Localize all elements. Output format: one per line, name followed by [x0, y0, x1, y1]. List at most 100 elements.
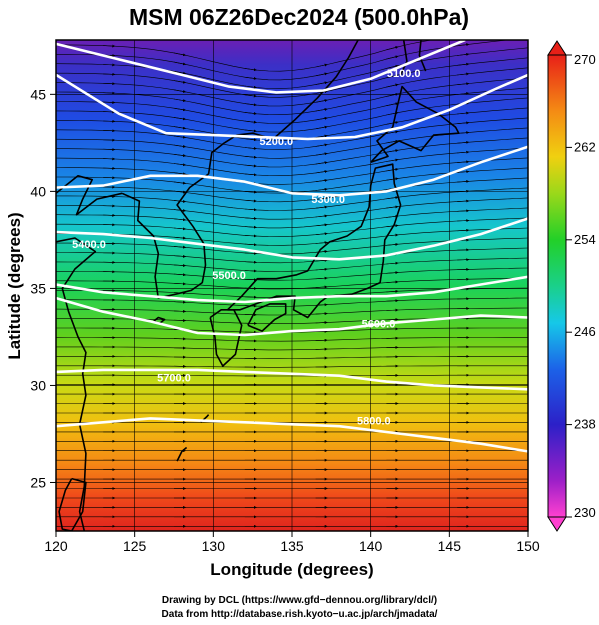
- wind-arrow: [244, 208, 257, 212]
- wind-arrow: [244, 251, 257, 255]
- wind-arrow: [244, 286, 257, 290]
- wind-arrow: [315, 312, 328, 316]
- wind-arrow: [386, 308, 399, 312]
- coastline: [418, 40, 427, 72]
- streamline: [56, 87, 528, 124]
- wind-arrow: [173, 107, 187, 112]
- coastline: [209, 309, 243, 367]
- wind-arrow: [244, 94, 257, 98]
- wind-arrow: [244, 85, 257, 89]
- streamline: [56, 40, 434, 72]
- wind-arrow: [386, 74, 399, 79]
- streamline: [56, 187, 528, 211]
- streamline: [56, 77, 528, 116]
- wind-arrow: [103, 82, 116, 86]
- wind-arrow: [315, 267, 328, 271]
- wind-arrow: [103, 44, 116, 48]
- wind-arrow: [386, 224, 399, 228]
- wind-arrow: [315, 214, 328, 218]
- wind-arrow: [244, 304, 257, 308]
- wind-arrow: [173, 264, 187, 268]
- wind-arrow: [315, 205, 328, 209]
- x-tick-label: 140: [359, 538, 383, 554]
- wind-arrow: [457, 62, 470, 66]
- colorbar-tick-label: 238: [574, 417, 596, 432]
- wind-arrow: [386, 111, 399, 116]
- wind-arrow: [386, 92, 399, 97]
- wind-arrow: [386, 233, 399, 237]
- wind-arrow: [457, 209, 470, 213]
- wind-arrow: [173, 89, 187, 93]
- wind-arrow: [457, 150, 470, 154]
- wind-arrow: [244, 260, 257, 264]
- y-tick-label: 25: [30, 474, 46, 490]
- contour-label: 5300.0: [311, 194, 345, 206]
- credit-data: Data from http://database.rish.kyoto−u.a…: [161, 609, 438, 620]
- wind-arrow: [386, 130, 399, 134]
- wind-arrow: [173, 282, 187, 286]
- wind-arrow: [386, 280, 399, 284]
- wind-arrow: [103, 100, 116, 104]
- streamline: [56, 107, 528, 142]
- wind-arrow: [315, 250, 328, 254]
- wind-arrow: [244, 269, 257, 273]
- contour-label: 5800.0: [357, 415, 391, 427]
- x-tick-label: 145: [438, 538, 462, 554]
- colorbar-ticks: 230 238 246 254 262 270: [566, 52, 596, 520]
- streamline: [56, 267, 528, 281]
- streamline: [56, 356, 528, 359]
- streamline: [56, 117, 528, 150]
- wind-arrow: [173, 80, 187, 84]
- wind-arrow: [315, 90, 328, 94]
- wind-arrow: [315, 258, 328, 262]
- wind-arrow: [386, 102, 399, 106]
- wind-arrow: [386, 196, 399, 200]
- streamline: [56, 257, 528, 272]
- contour-label: 5700.0: [157, 373, 191, 385]
- x-tick-label: 125: [123, 538, 147, 554]
- wind-arrow: [103, 91, 116, 95]
- wind-arrow: [315, 276, 328, 280]
- wind-arrow: [244, 225, 257, 229]
- wind-arrow: [457, 121, 470, 125]
- wind-arrow: [173, 291, 187, 295]
- coastline: [176, 446, 188, 462]
- wind-arrow: [173, 61, 187, 66]
- wind-arrow: [315, 63, 328, 68]
- coastline: [58, 477, 87, 531]
- wind-arrow: [173, 98, 187, 103]
- wind-arrow: [173, 245, 187, 249]
- wind-arrow: [315, 143, 328, 147]
- colorbar-tick-label: 246: [574, 324, 596, 339]
- coastline: [56, 237, 97, 531]
- wind-arrow: [244, 111, 257, 115]
- wind-arrow: [315, 125, 328, 130]
- streamline: [56, 137, 528, 168]
- wind-arrow: [244, 138, 257, 142]
- wind-arrow: [386, 167, 399, 172]
- colorbar-tick-label: 254: [574, 232, 596, 247]
- wind-arrow: [244, 146, 257, 150]
- wind-arrow: [173, 163, 187, 167]
- wind-arrow: [244, 173, 257, 177]
- wind-streamlines: [56, 40, 528, 528]
- wind-arrow: [244, 103, 257, 107]
- wind-arrow: [173, 126, 187, 130]
- wind-arrow: [315, 178, 328, 182]
- streamline: [56, 127, 528, 159]
- streamline: [56, 227, 528, 246]
- coastline: [121, 142, 225, 299]
- streamline: [56, 157, 528, 185]
- contour-label: 5200.0: [259, 136, 293, 148]
- streamline: [56, 277, 528, 290]
- wind-arrow: [386, 242, 399, 246]
- contour-line: [56, 217, 528, 261]
- wind-arrow: [315, 321, 328, 325]
- wind-arrow: [386, 64, 399, 69]
- wind-arrow: [315, 223, 328, 227]
- wind-arrow: [457, 92, 470, 95]
- wind-arrow: [386, 121, 399, 125]
- y-tick-label: 45: [30, 86, 46, 102]
- wind-arrow: [244, 155, 257, 159]
- wind-arrow: [103, 63, 116, 67]
